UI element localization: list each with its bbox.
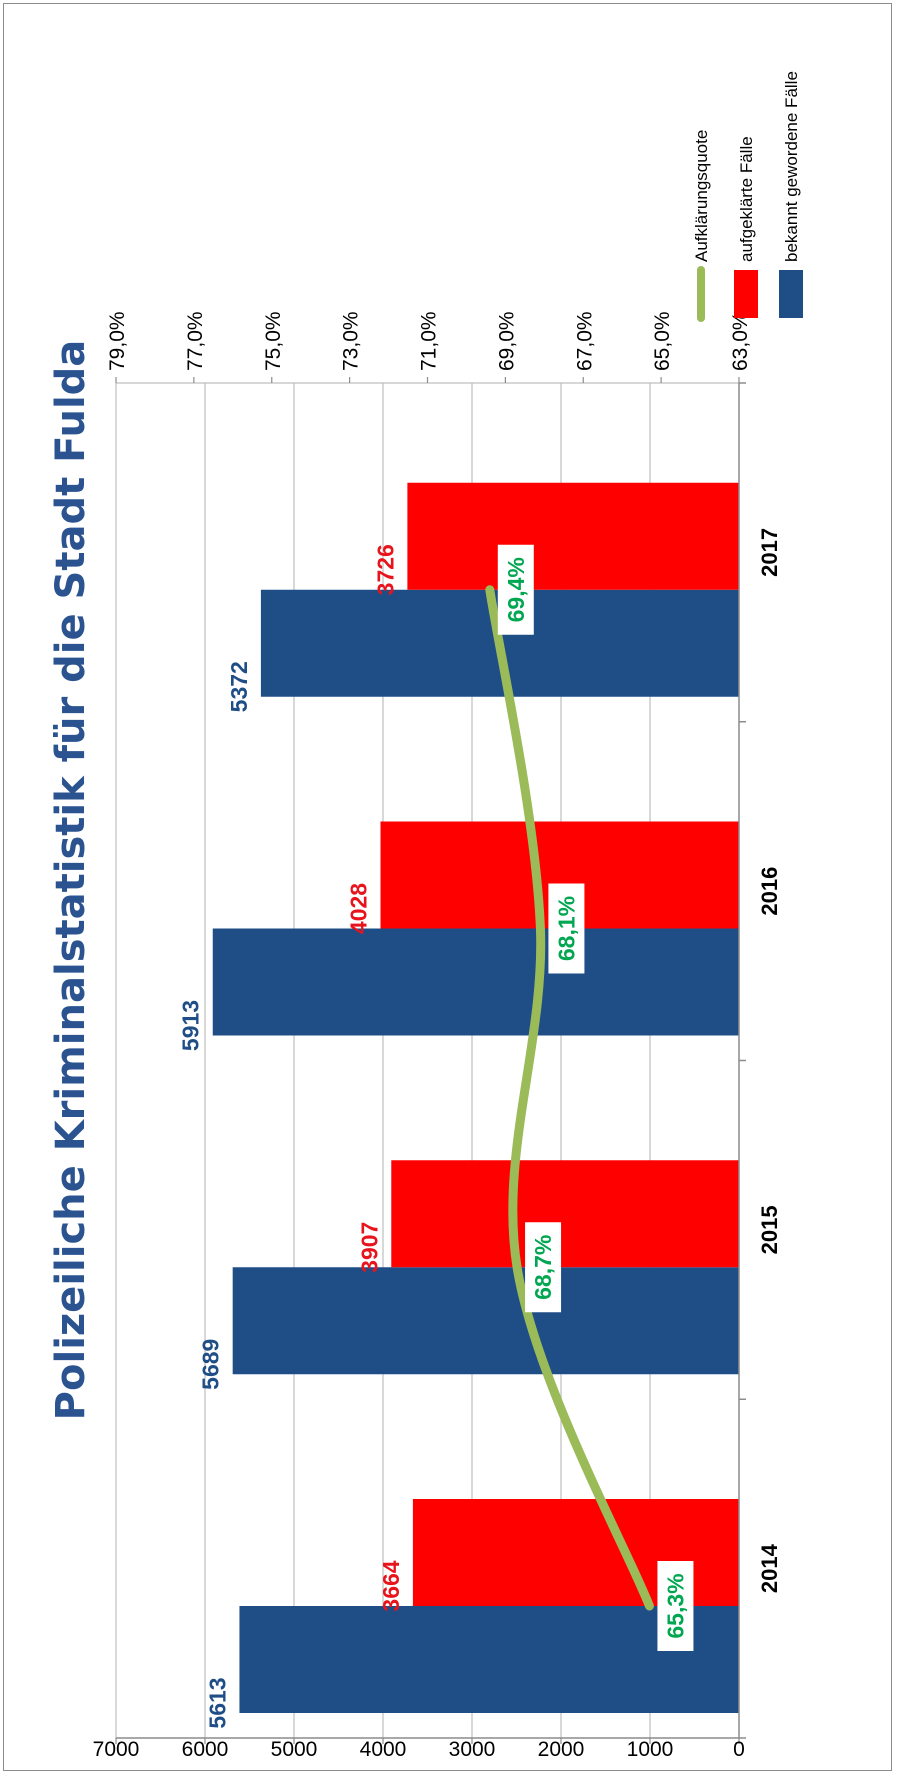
data-label-bekannt-2015: 5689 <box>198 1339 224 1390</box>
x-category-label-2015: 2015 <box>757 1205 782 1254</box>
line-label-box-2017 <box>497 544 534 635</box>
legend-label-2: Aufklärungsquote <box>692 130 711 262</box>
y-left-tick-label-5: 5000 <box>271 1738 318 1761</box>
y-right-tick-label-3: 69,0% <box>495 311 518 371</box>
y-left-tick-label-1: 1000 <box>627 1738 674 1761</box>
y-left-tick-label-3: 3000 <box>449 1738 496 1761</box>
line-label-box-2014 <box>657 1561 694 1651</box>
x-category-label-2014: 2014 <box>757 1543 782 1593</box>
data-label-aufgeklaert-2014: 3664 <box>378 1560 404 1611</box>
line-label-box-2015 <box>525 1222 562 1313</box>
data-label-bekannt-2017: 5372 <box>226 661 252 712</box>
chart-svg: Polizeiliche Kriminalstatistik für die S… <box>48 71 803 1761</box>
bar-aufgeklaert-2015 <box>391 1160 739 1268</box>
y-right-tick-label-7: 77,0% <box>184 311 207 371</box>
y-left-tick-label-6: 6000 <box>182 1738 229 1761</box>
line-label-box-2016 <box>548 883 585 974</box>
x-category-label-2017: 2017 <box>757 528 782 577</box>
chart-title: Polizeiliche Kriminalstatistik für die S… <box>48 340 94 1421</box>
data-label-aufgeklaert-2016: 4028 <box>346 883 372 934</box>
legend-label-1: aufgeklärte Fälle <box>737 136 756 262</box>
y-right-tick-label-1: 65,0% <box>651 311 674 371</box>
y-right-tick-label-4: 71,0% <box>418 311 441 371</box>
chart-stage: Polizeiliche Kriminalstatistik für die S… <box>4 4 897 1780</box>
y-right-tick-label-8: 79,0% <box>106 311 129 371</box>
y-left-tick-label-2: 2000 <box>538 1738 585 1761</box>
bar-aufgeklaert-2017 <box>407 482 739 590</box>
data-label-quote-2015: 68,7% <box>530 1235 556 1300</box>
y-left-tick-label-0: 0 <box>733 1738 745 1761</box>
data-label-quote-2016: 68,1% <box>553 896 579 961</box>
legend-swatch-0 <box>779 270 803 318</box>
bar-bekannt-2014 <box>239 1606 739 1713</box>
data-label-bekannt-2016: 5913 <box>178 1000 204 1051</box>
data-label-aufgeklaert-2017: 3726 <box>372 544 398 595</box>
line-aufklaerungsquote <box>485 585 654 1611</box>
legend-label-0: bekannt gewordene Fälle <box>782 71 801 262</box>
data-label-quote-2014: 65,3% <box>662 1573 688 1638</box>
bar-aufgeklaert-2016 <box>380 821 739 929</box>
data-label-bekannt-2014: 5613 <box>204 1677 230 1728</box>
data-label-quote-2017: 69,4% <box>503 557 529 622</box>
y-right-tick-label-2: 67,0% <box>573 311 596 371</box>
y-left-tick-label-7: 7000 <box>93 1738 140 1761</box>
y-right-tick-label-5: 73,0% <box>340 311 363 371</box>
y-left-tick-label-4: 4000 <box>360 1738 407 1761</box>
y-right-tick-label-6: 75,0% <box>262 311 285 371</box>
bar-bekannt-2015 <box>232 1267 740 1375</box>
data-label-aufgeklaert-2015: 3907 <box>356 1222 382 1273</box>
bar-bekannt-2016 <box>212 928 740 1036</box>
x-category-label-2016: 2016 <box>757 867 782 916</box>
legend-swatch-1 <box>734 270 758 318</box>
y-right-tick-label-0: 63,0% <box>729 311 752 371</box>
chart-frame: Polizeiliche Kriminalstatistik für die S… <box>3 3 892 1771</box>
